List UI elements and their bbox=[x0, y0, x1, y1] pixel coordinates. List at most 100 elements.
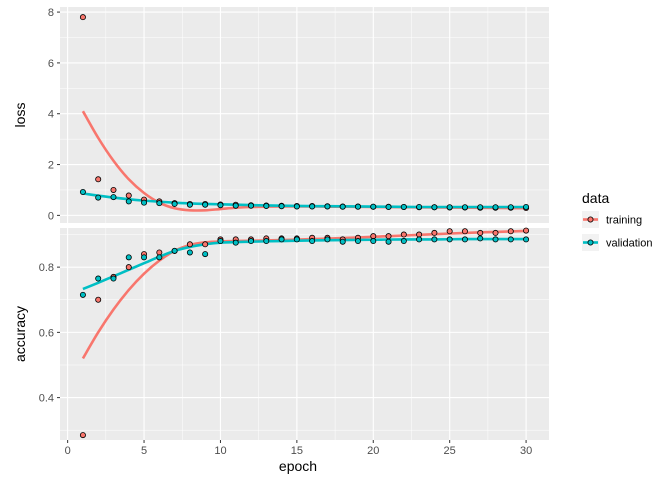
point-validation bbox=[339, 203, 346, 210]
point-validation bbox=[95, 194, 102, 201]
point-validation bbox=[278, 203, 285, 210]
point-validation bbox=[385, 238, 392, 245]
legend-title: data bbox=[582, 190, 609, 206]
point-validation bbox=[217, 238, 224, 245]
y-tick-label: 0.6 bbox=[39, 327, 54, 339]
point-training bbox=[79, 432, 86, 439]
point-validation bbox=[354, 238, 361, 245]
point-validation bbox=[416, 203, 423, 210]
point-validation bbox=[293, 236, 300, 243]
point-validation bbox=[446, 204, 453, 211]
point-validation bbox=[385, 203, 392, 210]
point-validation bbox=[248, 238, 255, 245]
point-training bbox=[125, 264, 132, 271]
point-validation bbox=[171, 247, 178, 254]
legend: data training validation bbox=[582, 190, 652, 251]
point-validation bbox=[400, 203, 407, 210]
point-validation bbox=[507, 236, 514, 243]
point-validation bbox=[492, 236, 499, 243]
panel-accuracy: 0.4 0.6 0.8 accuracy bbox=[12, 227, 549, 440]
point-training bbox=[477, 229, 484, 236]
legend-key-point bbox=[587, 216, 594, 223]
y-axis-title: loss bbox=[12, 103, 28, 128]
point-training bbox=[492, 229, 499, 236]
point-training bbox=[156, 249, 163, 256]
point-validation bbox=[263, 238, 270, 245]
point-training bbox=[186, 241, 193, 248]
point-validation bbox=[186, 201, 193, 208]
x-tick-label: 5 bbox=[141, 445, 147, 457]
point-training bbox=[446, 228, 453, 235]
point-validation bbox=[523, 236, 530, 243]
legend-key-point bbox=[587, 239, 594, 246]
point-validation bbox=[186, 249, 193, 256]
x-axis: 0 5 10 15 20 25 30 bbox=[65, 440, 532, 457]
point-validation bbox=[324, 236, 331, 243]
point-validation bbox=[293, 203, 300, 210]
point-validation bbox=[110, 194, 117, 201]
y-tick-label: 4 bbox=[48, 109, 54, 121]
point-validation bbox=[431, 204, 438, 211]
point-validation bbox=[217, 202, 224, 209]
point-validation bbox=[324, 203, 331, 210]
point-training bbox=[202, 241, 209, 248]
point-validation bbox=[492, 204, 499, 211]
x-tick-label: 10 bbox=[214, 445, 226, 457]
point-training bbox=[431, 229, 438, 236]
x-tick-label: 15 bbox=[291, 445, 303, 457]
point-training bbox=[461, 228, 468, 235]
point-training bbox=[507, 228, 514, 235]
point-validation bbox=[309, 203, 316, 210]
point-validation bbox=[354, 203, 361, 210]
panels-layer: 0 2 4 6 8 loss 0.4 0.6 0.8 accuracy bbox=[12, 7, 549, 440]
panel-background bbox=[60, 228, 549, 440]
y-tick-label: 0.4 bbox=[39, 393, 54, 405]
point-validation bbox=[263, 202, 270, 209]
point-validation bbox=[141, 199, 148, 206]
x-tick-label: 20 bbox=[367, 445, 379, 457]
point-validation bbox=[370, 203, 377, 210]
point-validation bbox=[202, 251, 209, 258]
point-validation bbox=[477, 235, 484, 242]
legend-label-validation: validation bbox=[606, 238, 652, 250]
y-axis-title: accuracy bbox=[12, 306, 28, 362]
point-validation bbox=[171, 200, 178, 207]
point-validation bbox=[446, 236, 453, 243]
point-training bbox=[95, 176, 102, 183]
point-validation bbox=[110, 275, 117, 282]
point-validation bbox=[431, 236, 438, 243]
y-tick-label: 0 bbox=[48, 210, 54, 222]
point-training bbox=[523, 227, 530, 234]
point-validation bbox=[141, 254, 148, 261]
point-validation bbox=[461, 204, 468, 211]
point-validation bbox=[232, 202, 239, 209]
point-training bbox=[416, 231, 423, 238]
y-tick-label: 6 bbox=[48, 58, 54, 70]
point-validation bbox=[507, 204, 514, 211]
x-tick-label: 25 bbox=[444, 445, 456, 457]
x-tick-label: 30 bbox=[520, 445, 532, 457]
point-validation bbox=[125, 254, 132, 261]
point-training bbox=[400, 231, 407, 238]
panel-background bbox=[60, 7, 549, 223]
point-training bbox=[125, 192, 132, 199]
point-validation bbox=[248, 202, 255, 209]
point-validation bbox=[370, 238, 377, 245]
point-training bbox=[385, 233, 392, 240]
point-validation bbox=[79, 291, 86, 298]
x-axis-title: epoch bbox=[279, 458, 317, 474]
point-validation bbox=[339, 238, 346, 245]
point-validation bbox=[400, 238, 407, 245]
y-tick-label: 8 bbox=[48, 7, 54, 19]
point-validation bbox=[309, 238, 316, 245]
point-validation bbox=[156, 254, 163, 261]
point-validation bbox=[523, 203, 530, 210]
point-validation bbox=[156, 200, 163, 207]
point-training bbox=[370, 233, 377, 240]
point-validation bbox=[461, 236, 468, 243]
point-training bbox=[110, 186, 117, 193]
point-validation bbox=[477, 204, 484, 211]
point-validation bbox=[125, 198, 132, 205]
point-validation bbox=[202, 201, 209, 208]
